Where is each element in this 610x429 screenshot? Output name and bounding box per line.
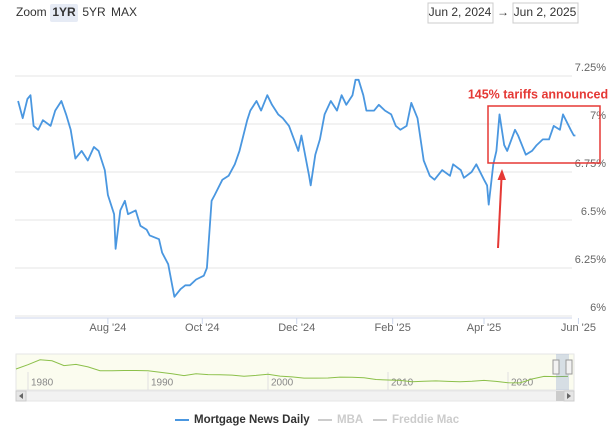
scrollbar-right-arrow	[567, 393, 571, 399]
annotation-text: 145% tariffs announced	[468, 87, 608, 101]
annotation-arrow	[497, 177, 503, 249]
navigator-line	[15, 359, 569, 384]
y-tick-label: 7.25%	[575, 62, 606, 74]
x-tick-label: Dec '24	[278, 322, 315, 334]
x-tick-label: Jun '25	[561, 322, 596, 334]
date-separator: →	[497, 5, 509, 19]
navigator-tick-label: 2010	[391, 378, 414, 389]
navigator-bg	[15, 353, 575, 391]
navigator-tick-label: 2000	[271, 378, 294, 389]
scrollbar-track[interactable]	[15, 390, 575, 402]
legend-label[interactable]: Mortgage News Daily	[194, 414, 310, 426]
scrollbar-thumb[interactable]	[556, 391, 564, 401]
annotation-arrowhead	[497, 169, 506, 180]
range-button[interactable]	[80, 4, 108, 22]
scrollbar-left-arrow	[19, 393, 23, 399]
date-to[interactable]: Jun 2, 2025	[514, 5, 577, 19]
y-tick-label: 6.75%	[575, 158, 606, 170]
navigator-handle[interactable]	[565, 359, 573, 375]
range-button-label[interactable]: MAX	[111, 5, 137, 19]
x-tick-label: Apr '25	[467, 322, 502, 334]
legend-label[interactable]: Freddie Mac	[392, 414, 460, 426]
legend-label[interactable]: MBA	[337, 414, 363, 426]
y-tick-label: 6.5%	[581, 206, 606, 218]
series-line	[17, 78, 576, 298]
annotation-box	[487, 105, 601, 164]
range-button[interactable]	[50, 4, 78, 22]
navigator-tick-label: 2020	[511, 378, 534, 389]
navigator-tick-label: 1980	[31, 378, 54, 389]
x-tick-label: Feb '25	[375, 322, 411, 334]
y-tick-label: 7%	[590, 110, 606, 122]
y-tick-label: 6%	[590, 302, 606, 314]
navigator-tick-label: 1990	[151, 378, 174, 389]
zoom-label: Zoom	[16, 5, 47, 19]
range-button-label[interactable]: 5YR	[82, 5, 106, 19]
date-from-box[interactable]	[427, 2, 494, 24]
navigator-handle[interactable]	[552, 359, 560, 375]
date-to-box[interactable]	[512, 2, 579, 24]
date-from[interactable]: Jun 2, 2024	[429, 5, 492, 19]
x-tick-label: Oct '24	[185, 322, 220, 334]
y-tick-label: 6.25%	[575, 254, 606, 266]
x-tick-label: Aug '24	[89, 322, 126, 334]
range-button[interactable]	[110, 4, 138, 22]
range-button-label[interactable]: 1YR	[52, 5, 76, 19]
